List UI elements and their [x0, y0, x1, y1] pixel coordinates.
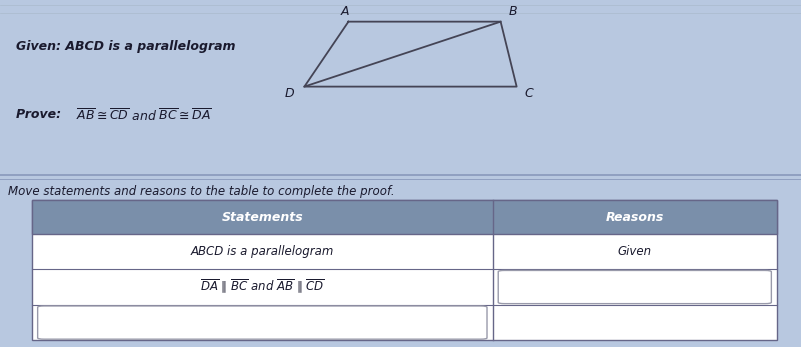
Text: Move statements and reasons to the table to complete the proof.: Move statements and reasons to the table…: [8, 185, 395, 198]
Text: $\overline{DA}$ ∥ $\overline{BC}$ and $\overline{AB}$ ∥ $\overline{CD}$: $\overline{DA}$ ∥ $\overline{BC}$ and $\…: [199, 278, 325, 296]
Bar: [32, 201, 493, 234]
Bar: [32, 201, 777, 340]
Text: C: C: [525, 86, 533, 100]
Bar: [32, 201, 777, 234]
Text: B: B: [509, 5, 517, 18]
Text: Prove:: Prove:: [16, 108, 66, 121]
Text: $\overline{AB} \cong \overline{CD}$ and $\overline{BC} \cong \overline{DA}$: $\overline{AB} \cong \overline{CD}$ and …: [76, 108, 212, 124]
Text: Given: ABCD is a parallelogram: Given: ABCD is a parallelogram: [16, 40, 235, 53]
Text: ABCD is a parallelogram: ABCD is a parallelogram: [191, 245, 334, 258]
Text: Statements: Statements: [221, 211, 304, 223]
Bar: [493, 201, 777, 234]
Text: Reasons: Reasons: [606, 211, 664, 223]
FancyBboxPatch shape: [498, 270, 771, 304]
Text: A: A: [340, 5, 348, 18]
FancyBboxPatch shape: [38, 306, 487, 339]
Text: Given: Given: [618, 245, 652, 258]
Text: D: D: [285, 86, 295, 100]
